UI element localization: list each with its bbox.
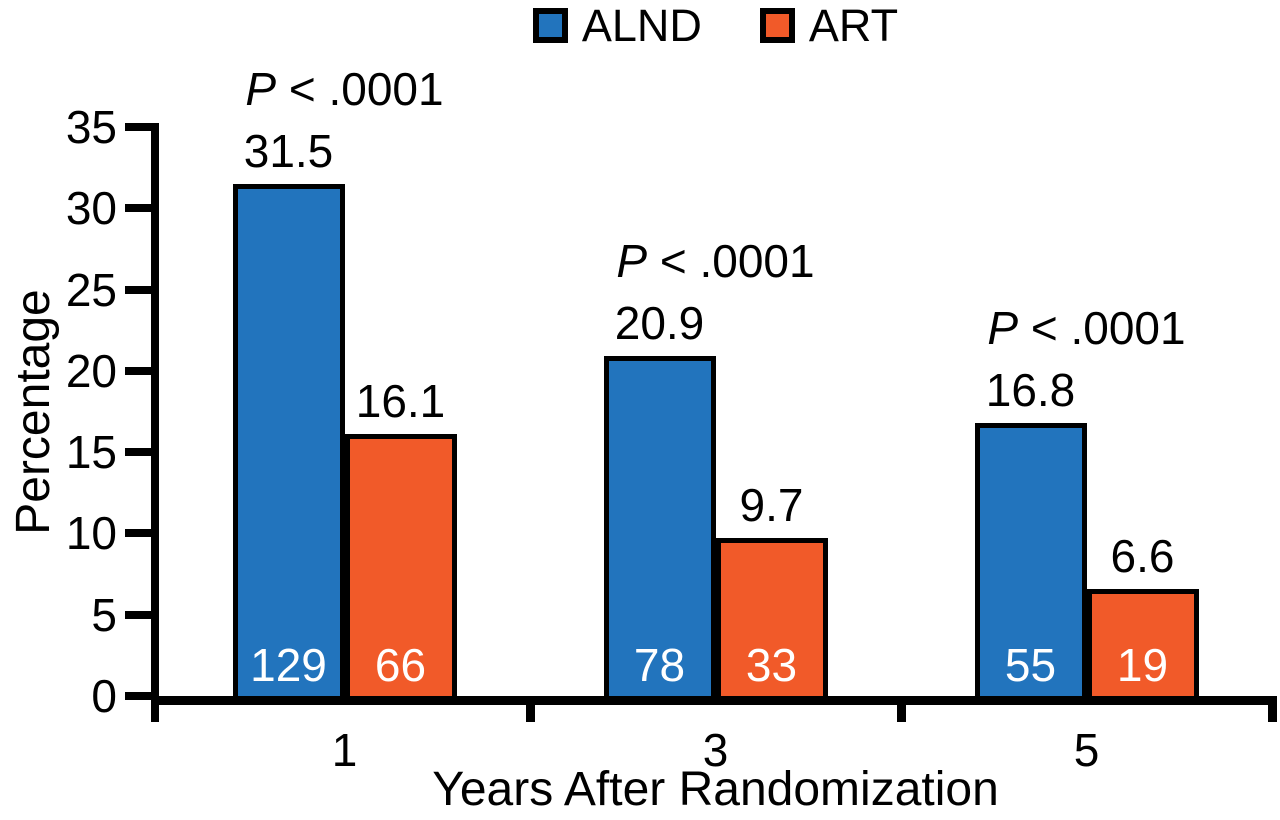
- legend-label-art: ART: [808, 0, 899, 51]
- y-tick-mark: [125, 366, 159, 375]
- y-tick-mark: [125, 448, 159, 457]
- y-tick-mark: [125, 529, 159, 538]
- y-tick-label: 20: [65, 344, 117, 397]
- bar-art-year-1: 66: [344, 434, 457, 696]
- bar-count-label: 19: [1116, 639, 1169, 691]
- y-tick-label: 15: [65, 426, 117, 479]
- bar-count-label: 78: [633, 639, 686, 691]
- bar-alnd-year-3: 78: [603, 356, 716, 696]
- bar-count-label: 33: [745, 639, 798, 691]
- x-axis-line: [151, 696, 1276, 705]
- legend: ALND ART: [155, 0, 1276, 50]
- y-tick-label: 5: [91, 588, 117, 641]
- p-value-label: P < .0001: [616, 235, 815, 287]
- x-category-label: 1: [331, 724, 358, 776]
- x-category-label: 5: [1073, 724, 1100, 776]
- y-tick-mark: [125, 610, 159, 619]
- bar-alnd-year-1: 129: [232, 184, 345, 696]
- p-value-label: P < .0001: [245, 63, 444, 115]
- bar-value-label: 6.6: [1110, 530, 1175, 582]
- alnd-swatch-icon: [532, 7, 568, 43]
- legend-item-alnd: ALND: [532, 0, 702, 51]
- x-category-label: 3: [702, 724, 729, 776]
- y-tick-label: 35: [65, 101, 117, 153]
- bar-art-year-3: 33: [715, 538, 828, 696]
- bar-count-label: 129: [250, 639, 327, 691]
- x-tick-mark: [897, 696, 906, 722]
- y-tick-label: 10: [65, 507, 117, 560]
- bar-alnd-year-5: 55: [974, 423, 1087, 696]
- x-tick-mark: [526, 696, 535, 722]
- y-tick-mark: [125, 692, 159, 700]
- y-axis-title: Percentage: [7, 289, 60, 535]
- bar-value-label: 16.1: [355, 375, 446, 427]
- y-tick-label: 25: [65, 263, 117, 316]
- plot-area: 0 5 10 15 20 25 30 35 129 31.5 66 16.1 P < .0001 1 78 2…: [66, 66, 1277, 773]
- art-swatch-icon: [759, 7, 795, 43]
- bar-art-year-5: 19: [1086, 589, 1199, 696]
- y-tick-label: 0: [91, 670, 117, 722]
- bar-value-label: 31.5: [243, 125, 334, 177]
- bar-count-label: 55: [1004, 639, 1057, 691]
- y-tick-mark: [125, 123, 159, 131]
- x-axis-title: Years After Randomization: [432, 763, 999, 816]
- legend-item-art: ART: [759, 0, 899, 51]
- bar-value-label: 9.7: [739, 479, 804, 531]
- y-axis-line: [151, 123, 159, 722]
- y-tick-mark: [125, 204, 159, 213]
- y-tick-label: 30: [65, 182, 117, 235]
- y-tick-mark: [125, 285, 159, 294]
- bar-count-label: 66: [374, 639, 427, 691]
- bar-value-label: 16.8: [985, 364, 1076, 416]
- p-value-label: P < .0001: [987, 302, 1186, 354]
- legend-label-alnd: ALND: [581, 0, 702, 51]
- bar-value-label: 20.9: [614, 297, 705, 349]
- x-tick-mark: [1268, 696, 1277, 722]
